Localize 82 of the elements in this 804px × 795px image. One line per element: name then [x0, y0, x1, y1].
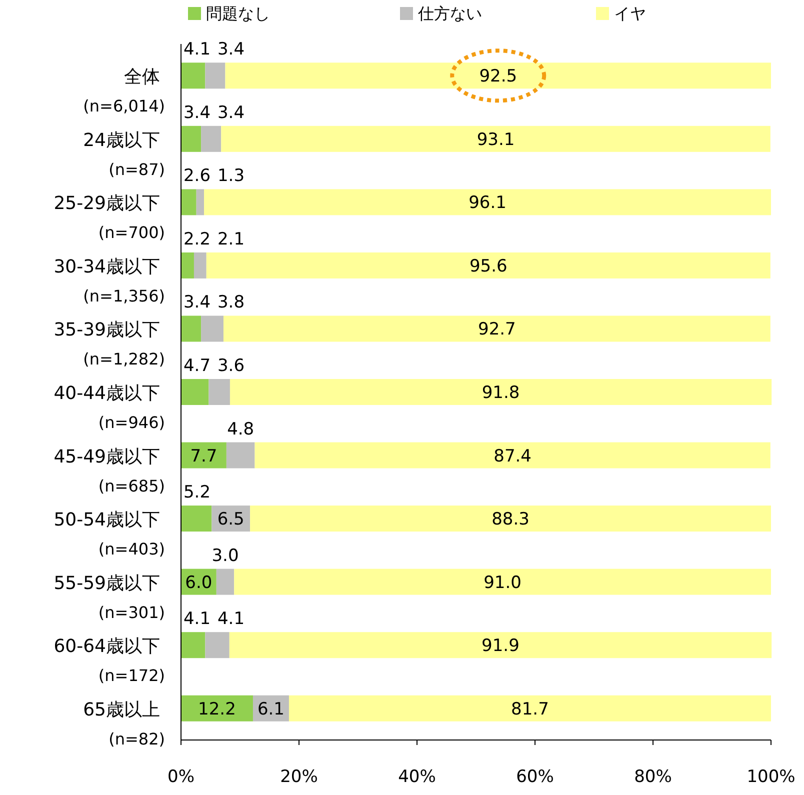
bar — [201, 126, 222, 152]
data-label: 3.4 — [183, 292, 211, 313]
bar — [250, 506, 771, 532]
data-label: 3.4 — [217, 102, 245, 123]
x-tick-label: 20% — [280, 767, 318, 787]
data-label: 81.7 — [511, 699, 549, 720]
y-tick-label: 65歳以上 (n=82) — [83, 699, 165, 748]
y-tick-label: 24歳以下 (n=87) — [83, 130, 165, 179]
data-label: 87.4 — [494, 446, 532, 466]
data-label: 96.1 — [468, 193, 506, 214]
bar — [234, 568, 771, 595]
x-tick-label: 40% — [398, 767, 436, 787]
x-tick-label: 60% — [516, 767, 554, 787]
y-tick-label: 25-29歳以下 (n=700) — [54, 193, 165, 242]
x-tick-label: 0% — [168, 767, 194, 787]
bar — [194, 252, 206, 278]
bar — [181, 316, 202, 342]
bar — [208, 379, 230, 405]
data-label: 4.1 — [183, 40, 211, 60]
data-label: 3.4 — [217, 40, 245, 60]
data-label: 4.7 — [183, 356, 211, 376]
bar — [229, 632, 772, 658]
data-label: 3.0 — [212, 546, 239, 566]
data-label: 6.5 — [217, 510, 244, 530]
data-label: 4.1 — [217, 609, 245, 630]
bar — [223, 316, 770, 342]
bar — [196, 189, 204, 216]
bar — [181, 252, 194, 278]
bar — [181, 695, 253, 722]
bar — [205, 632, 230, 658]
data-label: 3.4 — [183, 102, 211, 123]
y-tick-label: 30-34歳以下 (n=1,356) — [54, 256, 165, 306]
data-label: 6.1 — [257, 699, 284, 720]
y-tick-label: 50-54歳以下 (n=403) — [54, 510, 165, 559]
data-label: 7.7 — [190, 446, 218, 466]
y-tick-label: 55-59歳以下 (n=301) — [54, 572, 165, 622]
data-label: 92.7 — [478, 320, 516, 340]
y-tick-label: 45-49歳以下 (n=685) — [54, 446, 165, 496]
data-label: 4.8 — [227, 419, 254, 440]
legend-label: イヤ — [614, 4, 646, 23]
bar — [181, 189, 196, 216]
bar — [216, 568, 234, 595]
bar — [181, 442, 226, 468]
data-label: 6.0 — [185, 572, 212, 593]
data-label: 91.0 — [484, 572, 522, 593]
bar — [254, 442, 770, 468]
y-tick-label: 35-39歳以下 (n=1,282) — [54, 320, 165, 369]
x-tick-label: 80% — [634, 767, 672, 787]
bar — [226, 442, 255, 468]
bar — [181, 379, 209, 405]
bar — [206, 252, 770, 278]
bar — [205, 62, 226, 89]
bar — [181, 62, 206, 89]
bar — [288, 695, 771, 722]
data-label: 1.3 — [217, 166, 245, 186]
bar — [181, 126, 202, 152]
y-tick-label: 60-64歳以下 (n=172) — [54, 636, 165, 686]
bar — [221, 126, 770, 152]
bar — [230, 379, 772, 405]
data-label: 91.9 — [482, 636, 520, 656]
bar — [201, 316, 224, 342]
data-label: 4.1 — [183, 609, 211, 630]
data-label: 12.2 — [198, 699, 236, 720]
data-label: 5.2 — [183, 482, 211, 503]
data-label: 2.2 — [183, 229, 211, 250]
y-tick-label: 全体 (n=6,014) — [83, 66, 165, 116]
data-label: 2.1 — [217, 229, 245, 250]
data-label: 93.1 — [476, 130, 515, 150]
data-label: 2.6 — [183, 166, 211, 186]
data-label: 88.3 — [492, 510, 530, 530]
data-label: 3.6 — [217, 356, 245, 376]
bar — [181, 632, 206, 658]
data-label: 91.8 — [482, 383, 520, 403]
bar — [204, 189, 771, 216]
bar — [181, 506, 212, 532]
data-label: 95.6 — [469, 256, 508, 276]
x-tick-label: 100% — [746, 767, 796, 787]
legend-label: 問題なし — [206, 4, 270, 23]
y-tick-label: 40-44歳以下 (n=946) — [54, 383, 165, 432]
data-label: 3.8 — [217, 292, 245, 313]
data-label: 92.5 — [479, 66, 518, 87]
legend-label: 仕方ない — [417, 4, 482, 23]
